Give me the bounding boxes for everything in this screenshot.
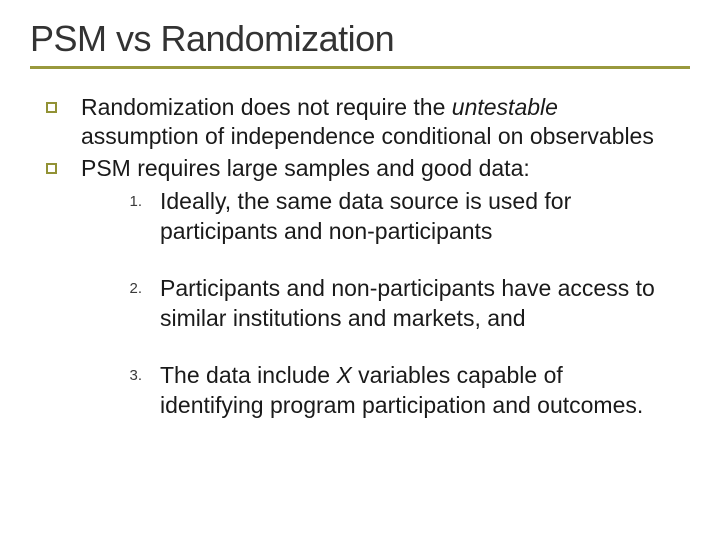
numbered-text: The data include X variables capable of … bbox=[160, 361, 670, 420]
bullet-item: PSM requires large samples and good data… bbox=[40, 154, 680, 183]
number-label: 3. bbox=[110, 367, 142, 384]
text-segment: assumption of independence conditional o… bbox=[81, 123, 654, 149]
square-bullet-icon bbox=[46, 102, 57, 113]
slide-body: Randomization does not require the untes… bbox=[30, 93, 690, 420]
numbered-list: 1. Ideally, the same data source is used… bbox=[40, 187, 680, 420]
title-underline bbox=[30, 66, 690, 69]
bullet-text: Randomization does not require the untes… bbox=[81, 93, 680, 152]
numbered-text: Participants and non-participants have a… bbox=[160, 274, 670, 333]
text-segment: The data include bbox=[160, 362, 336, 388]
number-label: 2. bbox=[110, 280, 142, 297]
italic-text: X bbox=[336, 362, 351, 388]
numbered-item: 2. Participants and non-participants hav… bbox=[110, 274, 670, 333]
text-segment: Randomization does not require the bbox=[81, 94, 452, 120]
bullet-text: PSM requires large samples and good data… bbox=[81, 154, 680, 183]
square-bullet-icon bbox=[46, 163, 57, 174]
text-segment: PSM requires large samples and good data… bbox=[81, 155, 530, 181]
number-label: 1. bbox=[110, 193, 142, 210]
italic-text: untestable bbox=[452, 94, 558, 120]
bullet-item: Randomization does not require the untes… bbox=[40, 93, 680, 152]
slide-title: PSM vs Randomization bbox=[30, 18, 690, 60]
numbered-text: Ideally, the same data source is used fo… bbox=[160, 187, 670, 246]
numbered-item: 3. The data include X variables capable … bbox=[110, 361, 670, 420]
numbered-item: 1. Ideally, the same data source is used… bbox=[110, 187, 670, 246]
